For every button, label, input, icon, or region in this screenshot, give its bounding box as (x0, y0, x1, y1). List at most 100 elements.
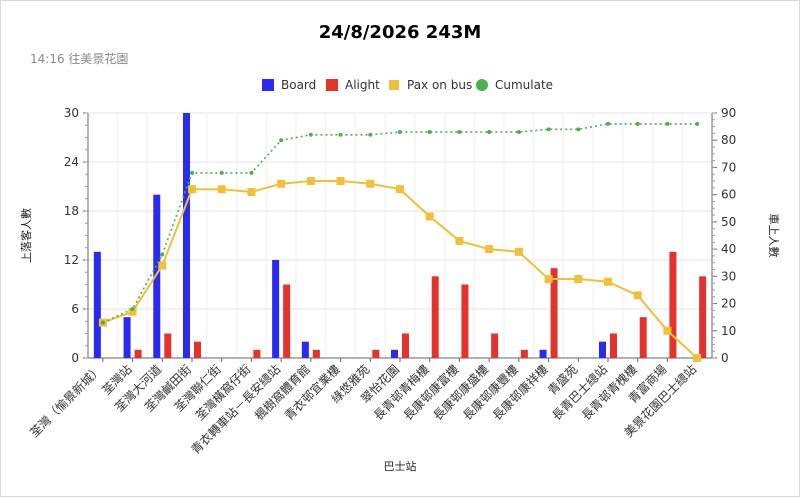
point-pax-on-bus (336, 177, 345, 186)
tick-label-right: 50 (721, 215, 736, 229)
bar-board (599, 341, 606, 358)
point-pax-on-bus (128, 307, 137, 316)
category-label: 荃灣（愉景新城） (26, 362, 104, 440)
bar-board (123, 317, 131, 358)
bar-alight (312, 349, 320, 358)
x-axis-title: 巴士站 (384, 459, 417, 473)
legend-item: Cumulate (476, 78, 553, 92)
legend-label: Board (281, 78, 316, 92)
legend-swatch (389, 80, 399, 90)
point-cumulate (606, 121, 610, 126)
point-cumulate (546, 127, 551, 132)
point-cumulate (279, 138, 284, 143)
point-cumulate (130, 307, 135, 311)
bar-alight (372, 349, 380, 358)
point-pax-on-bus (574, 275, 583, 284)
legend-item: Board (262, 78, 316, 92)
point-pax-on-bus (544, 275, 553, 284)
tick-label-left: 24 (64, 155, 79, 169)
bar-alight (550, 268, 558, 358)
point-pax-on-bus (425, 212, 434, 221)
point-pax-on-bus (277, 179, 286, 188)
point-pax-on-bus (158, 261, 167, 270)
bar-board (272, 260, 280, 358)
tick-label-right: 60 (721, 188, 736, 202)
point-cumulate (427, 130, 432, 135)
point-cumulate (368, 132, 373, 137)
legend-label: Pax on bus (407, 78, 472, 92)
point-cumulate (308, 132, 313, 137)
tick-label-left: 18 (64, 204, 79, 218)
bar-alight (699, 276, 707, 358)
point-cumulate (457, 130, 462, 135)
point-pax-on-bus (247, 187, 256, 196)
bar-board (539, 349, 547, 358)
point-cumulate (190, 170, 194, 175)
tick-label-left: 0 (71, 351, 79, 365)
tick-label-right: 70 (721, 160, 736, 174)
bar-alight (134, 349, 142, 358)
legend-label: Cumulate (495, 78, 553, 92)
point-pax-on-bus (366, 179, 375, 188)
line-cumulate (102, 123, 698, 324)
bar-alight (402, 333, 409, 358)
bar-alight (253, 349, 261, 358)
tick-label-right: 10 (721, 324, 736, 338)
point-cumulate (695, 121, 700, 126)
point-pax-on-bus (396, 185, 404, 194)
bar-alight (461, 284, 469, 358)
point-pax-on-bus (188, 185, 196, 194)
bar-alight (610, 333, 617, 358)
bar-board (93, 251, 101, 358)
point-pax-on-bus (633, 291, 642, 300)
bar-alight (491, 333, 499, 358)
bar-alight (639, 317, 647, 358)
point-cumulate (487, 130, 492, 135)
point-cumulate (665, 121, 670, 126)
point-cumulate (576, 127, 581, 132)
legend-swatch (476, 79, 488, 91)
legend-item: Alight (326, 78, 380, 92)
bar-board (183, 113, 190, 358)
point-cumulate (160, 252, 165, 257)
point-pax-on-bus (663, 326, 672, 335)
tick-label-left: 12 (64, 253, 79, 267)
point-cumulate (219, 170, 224, 175)
line-pax-on-bus (102, 180, 698, 359)
tick-label-right: 0 (721, 351, 729, 365)
legend-item: Pax on bus (389, 78, 472, 92)
legend-swatch (326, 79, 338, 91)
tick-label-right: 30 (721, 269, 736, 283)
tick-label-right: 80 (721, 133, 736, 147)
point-pax-on-bus (455, 236, 464, 245)
tick-label-left: 30 (64, 106, 79, 120)
bar-alight (431, 276, 439, 358)
legend-label: Alight (345, 78, 380, 92)
bar-alight (669, 251, 677, 358)
point-pax-on-bus (485, 245, 494, 254)
bar-alight (194, 341, 201, 358)
point-pax-on-bus (604, 277, 612, 286)
legend-swatch (262, 79, 274, 91)
bar-alight (283, 284, 291, 358)
tick-label-right: 20 (721, 297, 736, 311)
point-pax-on-bus (693, 354, 702, 362)
point-cumulate (516, 130, 521, 135)
point-cumulate (398, 130, 402, 135)
point-cumulate (249, 170, 254, 175)
bar-board (391, 349, 398, 358)
tick-label-right: 90 (721, 106, 736, 120)
chart-subtitle: 14:16 往美景花園 (30, 52, 129, 66)
tick-label-left: 6 (71, 302, 79, 316)
point-pax-on-bus (514, 247, 523, 256)
bar-alight (520, 349, 528, 358)
tick-label-right: 40 (721, 242, 736, 256)
chart-title: 24/8/2026 243M (318, 22, 482, 43)
bar-alight (164, 333, 172, 358)
point-pax-on-bus (217, 185, 226, 194)
point-cumulate (100, 320, 105, 325)
bar-board (153, 194, 161, 358)
y-axis-right-title: 車上人數 (767, 214, 781, 258)
